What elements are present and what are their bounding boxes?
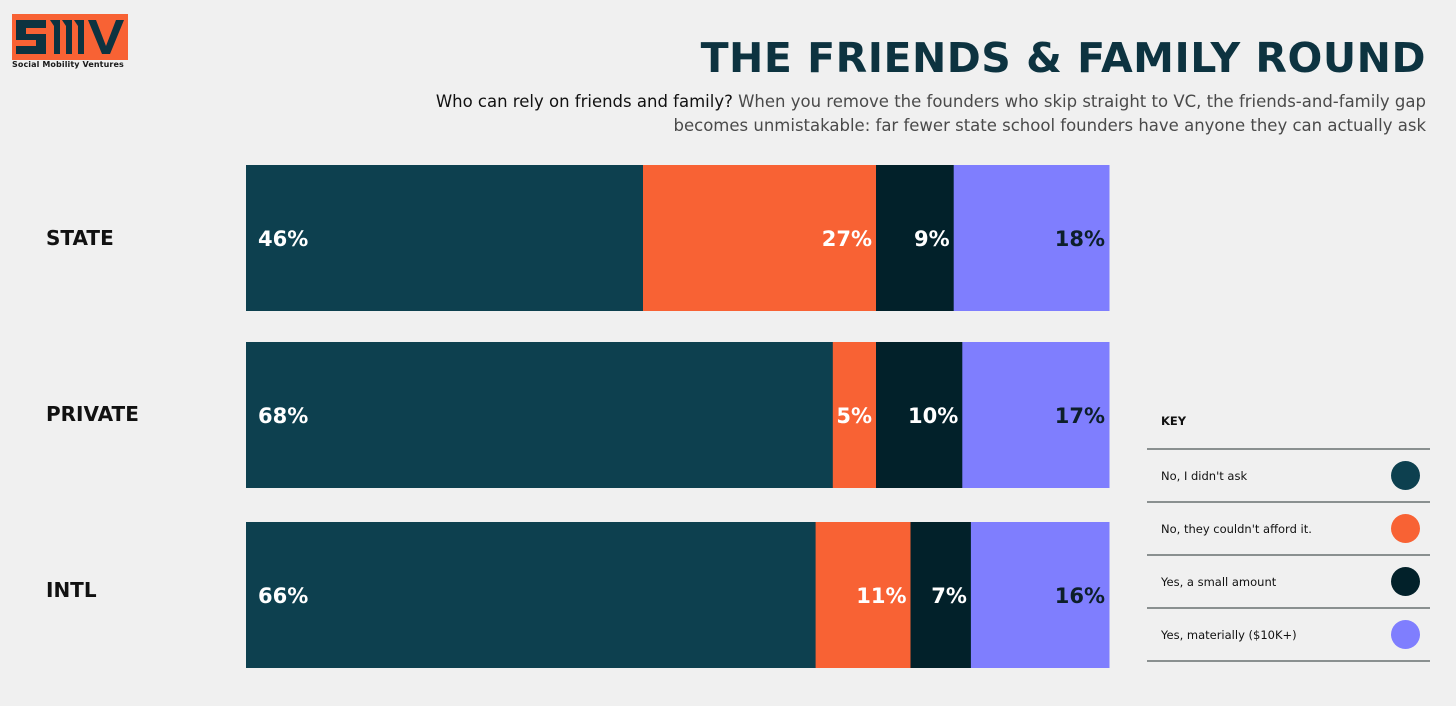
data-label-intl-series-3: 16% — [1055, 584, 1105, 608]
data-label-private-series-1: 5% — [836, 404, 872, 428]
data-label-state-series-1: 27% — [822, 227, 872, 251]
subtitle-body: When you remove the founders who skip st… — [673, 92, 1426, 135]
bar-intl-series-0 — [246, 522, 817, 668]
row-label-intl: INTL — [46, 578, 97, 602]
page-subtitle: Who can rely on friends and family? When… — [426, 90, 1426, 138]
data-label-intl-series-0: 66% — [258, 584, 308, 608]
data-label-state-series-0: 46% — [258, 227, 308, 251]
subtitle-lead: Who can rely on friends and family? — [435, 92, 733, 111]
legend-swatch — [1391, 620, 1420, 649]
data-label-intl-series-1: 11% — [856, 584, 906, 608]
legend: KEY No, I didn't ask No, they couldn't a… — [1147, 396, 1430, 662]
smv-logo: Social Mobility Ventures — [12, 14, 128, 72]
legend-item-couldnt-afford: No, they couldn't afford it. — [1147, 503, 1430, 556]
legend-swatch — [1391, 514, 1420, 543]
legend-item-didnt-ask: No, I didn't ask — [1147, 450, 1430, 503]
row-label-private: PRIVATE — [46, 402, 139, 426]
bar-private-series-0 — [246, 342, 834, 488]
bar-private-series-3 — [962, 342, 1110, 488]
logo-subtitle: Social Mobility Ventures — [12, 60, 124, 69]
row-label-state: STATE — [46, 226, 114, 250]
data-label-intl-series-2: 7% — [931, 584, 967, 608]
data-label-private-series-2: 10% — [908, 404, 958, 428]
legend-title: KEY — [1147, 396, 1430, 450]
smv-logo-mark — [12, 14, 128, 60]
bar-intl-series-1 — [815, 522, 911, 668]
bar-private-series-1 — [832, 342, 877, 488]
data-label-private-series-0: 68% — [258, 404, 308, 428]
legend-swatch — [1391, 567, 1420, 596]
bar-intl-series-2 — [910, 522, 972, 668]
legend-label: No, I didn't ask — [1161, 468, 1248, 483]
legend-swatch — [1391, 461, 1420, 490]
legend-item-materially: Yes, materially ($10K+) — [1147, 609, 1430, 662]
bar-intl-series-3 — [970, 522, 1110, 668]
bar-private-series-2 — [876, 342, 963, 488]
legend-label: No, they couldn't afford it. — [1161, 521, 1312, 536]
bar-state-series-3 — [953, 165, 1110, 311]
legend-label: Yes, a small amount — [1161, 574, 1277, 589]
data-label-state-series-3: 18% — [1055, 227, 1105, 251]
bar-state-series-2 — [876, 165, 955, 311]
legend-label: Yes, materially ($10K+) — [1161, 627, 1297, 642]
legend-item-small-amount: Yes, a small amount — [1147, 556, 1430, 609]
page-title: THE FRIENDS & FAMILY ROUND — [700, 34, 1426, 82]
bar-state-series-1 — [643, 165, 877, 311]
data-label-private-series-3: 17% — [1055, 404, 1105, 428]
bar-state-series-0 — [246, 165, 644, 311]
data-label-state-series-2: 9% — [914, 227, 950, 251]
